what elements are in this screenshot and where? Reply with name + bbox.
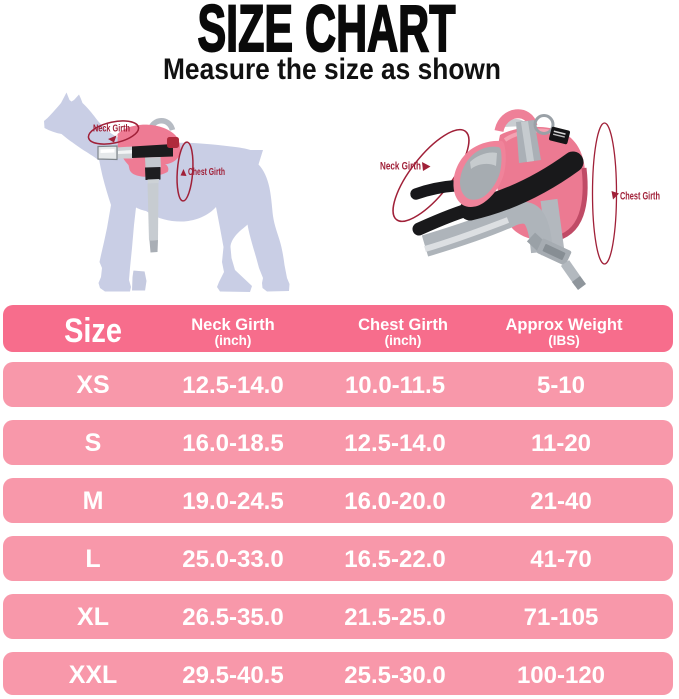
svg-text:Neck Girth: Neck Girth <box>380 161 421 173</box>
svg-text:Measure the size as shown: Measure the size as shown <box>163 53 501 86</box>
svg-text:Chest Girth: Chest Girth <box>620 191 660 203</box>
svg-text:Chest Girth: Chest Girth <box>188 166 225 178</box>
svg-text:SIZE CHART: SIZE CHART <box>198 0 456 65</box>
svg-text:Neck Girth: Neck Girth <box>93 123 130 135</box>
